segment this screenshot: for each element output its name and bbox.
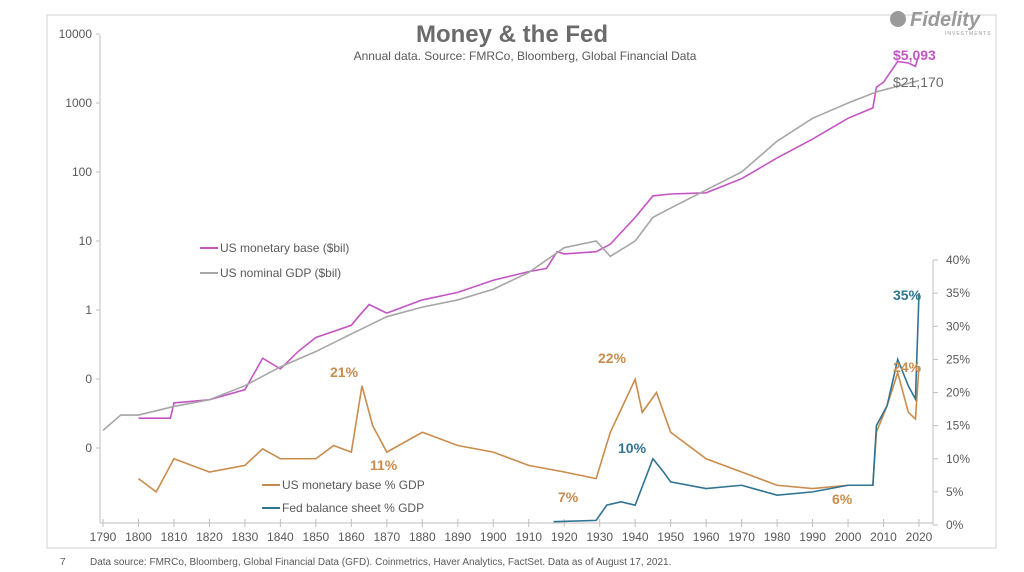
y-left-tick-label: 10 [79,234,93,248]
x-tick-label: 1800 [125,530,152,544]
legend-base: US monetary base ($bil) [220,241,349,255]
x-tick-label: 1790 [90,530,117,544]
x-tick-label: 1940 [622,530,649,544]
x-tick-label: 1910 [515,530,542,544]
brand-name: Fidelity [910,9,981,31]
x-tick-label: 1840 [267,530,294,544]
y-left-tick-label: 0 [85,441,92,455]
y-right-tick-label: 40% [946,253,970,267]
legend-lower: US monetary base % GDP Fed balance sheet… [262,478,425,515]
y-left-tick-label: 10000 [59,27,93,41]
nominal-gdp-line [102,79,920,431]
x-tick-label: 2000 [835,530,862,544]
brand-sub: INVESTMENTS [945,31,992,37]
page-number: 7 [60,557,66,568]
legend-upper: US monetary base ($bil) US nominal GDP (… [200,241,349,280]
y-right-tick-label: 20% [946,386,970,400]
x-tick-label: 1950 [657,530,684,544]
x-tick-label: 1980 [764,530,791,544]
x-tick-label: 1960 [693,530,720,544]
y-right-tick-label: 10% [946,452,970,466]
footer-source: Data source: FMRCo, Bloomberg, Global Fi… [90,557,671,568]
x-tick-label: 1930 [586,530,613,544]
x-tick-label: 1810 [161,530,188,544]
legend-fed: Fed balance sheet % GDP [282,501,424,515]
x-tick-label: 2020 [906,530,933,544]
x-tick-label: 1870 [373,530,400,544]
x-tick-label: 2010 [870,530,897,544]
annot-35: 35% [893,287,922,303]
chart-subtitle: Annual data. Source: FMRCo, Bloomberg, G… [354,49,697,63]
y-left-tick-label: 1 [85,303,92,317]
y-right-tick-label: 0% [946,518,964,532]
annot-11: 11% [370,457,398,473]
fidelity-logo: Fidelity INVESTMENTS [890,9,992,37]
y-left-tick-label: 1000 [65,96,92,110]
annot-6: 6% [832,491,853,507]
x-tick-label: 1890 [444,530,471,544]
y-left-tick-label: 0 [85,372,92,386]
y-right-tick-label: 35% [946,286,970,300]
x-tick-label: 1970 [728,530,755,544]
fed-balance-sheet-line [553,293,920,523]
x-tick-label: 1900 [480,530,507,544]
chart-title: Money & the Fed [416,21,608,48]
annot-10: 10% [618,440,647,456]
x-tick-label: 1850 [303,530,330,544]
x-tick-label: 1880 [409,530,436,544]
annot-base-end: $5,093 [893,47,936,63]
annot-24: 24% [893,359,922,375]
annot-22: 22% [598,350,627,366]
legend-base-pct: US monetary base % GDP [282,478,425,492]
x-tick-label: 1860 [338,530,365,544]
x-tick-label: 1830 [232,530,259,544]
x-tick-label: 1820 [196,530,223,544]
annot-gdp-end: $21,170 [893,74,944,90]
x-tick-label: 1920 [551,530,578,544]
annot-21: 21% [330,364,359,380]
y-left-tick-label: 100 [72,165,92,179]
annot-7: 7% [558,489,579,505]
chart-frame [46,14,997,549]
y-right-tick-label: 5% [946,485,964,499]
y-right-tick-label: 15% [946,419,970,433]
y-right-tick-label: 30% [946,319,970,333]
annotations: $5,093 $21,170 21% 11% 22% 7% 10% 6% 35%… [330,47,944,507]
x-tick-label: 1990 [799,530,826,544]
y-right-tick-label: 25% [946,352,970,366]
legend-gdp: US nominal GDP ($bil) [220,266,341,280]
